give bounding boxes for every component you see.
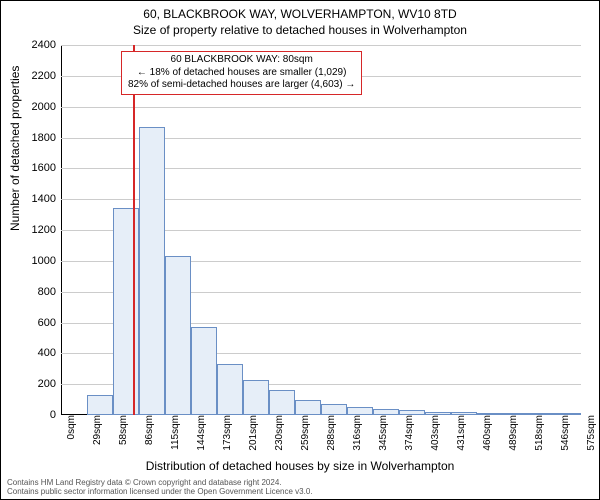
y-tick-label: 1800: [32, 132, 61, 144]
histogram-bar: [87, 395, 113, 415]
histogram-bar: [269, 390, 295, 415]
gridline: [61, 45, 581, 46]
x-tick-label: 144sqm: [194, 415, 207, 451]
y-tick-label: 600: [38, 317, 61, 329]
annotation-line: 82% of semi-detached houses are larger (…: [128, 79, 355, 92]
x-axis-label: Distribution of detached houses by size …: [1, 459, 599, 473]
histogram-bar: [243, 380, 269, 415]
annotation-box: 60 BLACKBROOK WAY: 80sqm← 18% of detache…: [121, 51, 362, 95]
y-tick-label: 1200: [32, 224, 61, 236]
y-tick-label: 1600: [32, 162, 61, 174]
histogram-bar: [191, 327, 217, 415]
annotation-line: ← 18% of detached houses are smaller (1,…: [128, 67, 355, 80]
x-tick-label: 115sqm: [168, 415, 181, 450]
histogram-bar: [347, 407, 373, 415]
plot-area: 0200400600800100012001400160018002000220…: [61, 45, 581, 415]
title-line2: Size of property relative to detached ho…: [1, 23, 599, 37]
x-tick-label: 546sqm: [558, 415, 571, 451]
x-tick-label: 86sqm: [142, 415, 155, 445]
gridline: [61, 107, 581, 108]
y-tick-label: 1400: [32, 193, 61, 205]
x-tick-label: 431sqm: [454, 415, 467, 451]
histogram-bar: [139, 127, 165, 415]
x-tick-label: 58sqm: [116, 415, 129, 445]
marker-line: [133, 45, 135, 415]
footer-line1: Contains HM Land Registry data © Crown c…: [7, 478, 313, 487]
y-axis-label: Number of detached properties: [8, 66, 22, 231]
x-tick-label: 518sqm: [532, 415, 545, 451]
histogram-bar: [321, 404, 347, 415]
y-tick-label: 1000: [32, 255, 61, 267]
y-tick-label: 2400: [32, 39, 61, 51]
y-tick-label: 0: [50, 409, 61, 421]
histogram-bar: [295, 400, 321, 415]
x-tick-label: 403sqm: [428, 415, 441, 451]
footer-line2: Contains public sector information licen…: [7, 487, 313, 496]
x-tick-label: 489sqm: [506, 415, 519, 451]
footer: Contains HM Land Registry data © Crown c…: [7, 478, 313, 496]
histogram-bar: [217, 364, 243, 415]
y-tick-label: 800: [38, 286, 61, 298]
annotation-line: 60 BLACKBROOK WAY: 80sqm: [128, 54, 355, 67]
x-tick-label: 575sqm: [584, 415, 597, 451]
x-tick-label: 29sqm: [90, 415, 103, 445]
x-tick-label: 345sqm: [376, 415, 389, 451]
x-tick-label: 0sqm: [64, 415, 77, 439]
y-tick-label: 200: [38, 378, 61, 390]
x-tick-label: 230sqm: [272, 415, 285, 451]
y-tick-label: 400: [38, 347, 61, 359]
y-tick-label: 2200: [32, 70, 61, 82]
x-tick-label: 201sqm: [246, 415, 259, 451]
x-tick-label: 288sqm: [324, 415, 337, 451]
x-tick-label: 460sqm: [480, 415, 493, 451]
title-line1: 60, BLACKBROOK WAY, WOLVERHAMPTON, WV10 …: [1, 7, 599, 21]
x-tick-label: 259sqm: [298, 415, 311, 451]
y-tick-label: 2000: [32, 101, 61, 113]
x-tick-label: 316sqm: [350, 415, 363, 451]
x-tick-label: 173sqm: [220, 415, 233, 451]
histogram-bar: [165, 256, 191, 415]
x-tick-label: 374sqm: [402, 415, 415, 451]
chart-container: 60, BLACKBROOK WAY, WOLVERHAMPTON, WV10 …: [0, 0, 600, 500]
